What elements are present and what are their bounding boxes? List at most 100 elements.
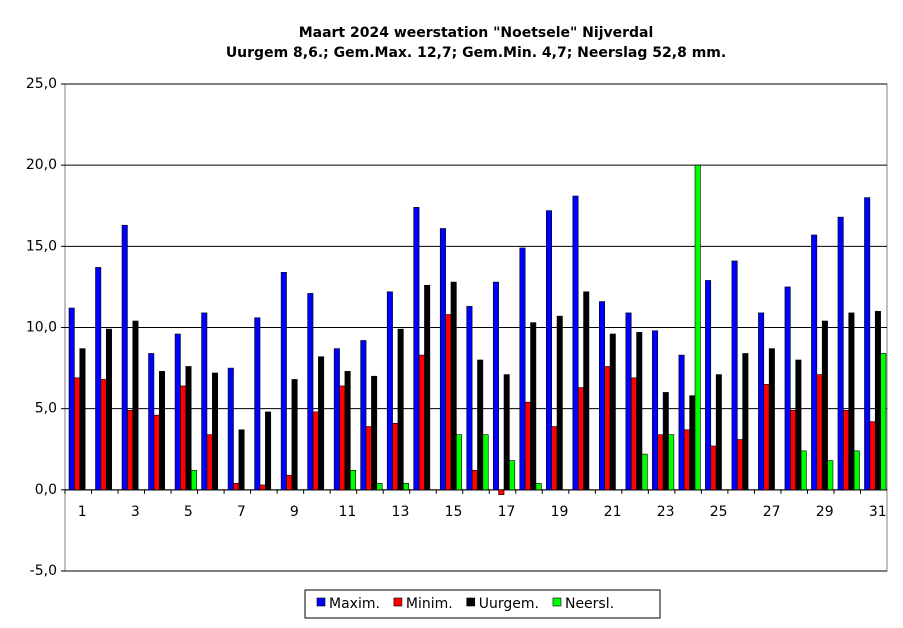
bar	[551, 426, 558, 491]
bar	[705, 280, 712, 491]
x-tick-label: 27	[763, 504, 781, 520]
bar	[148, 353, 155, 491]
bar	[159, 371, 165, 491]
bar	[265, 411, 272, 491]
bar	[259, 484, 266, 491]
bar	[254, 317, 261, 491]
bar	[174, 333, 181, 491]
bar	[524, 401, 531, 491]
bar	[238, 429, 245, 491]
bar	[180, 385, 187, 491]
bar	[763, 384, 770, 491]
bar	[333, 348, 340, 491]
bar	[227, 367, 234, 491]
bar	[599, 301, 606, 491]
bar	[641, 453, 648, 491]
bar	[715, 374, 722, 491]
bar	[68, 307, 75, 491]
bar	[790, 409, 796, 491]
bar	[403, 483, 410, 491]
bar	[445, 314, 452, 491]
bar	[609, 333, 616, 491]
bar	[800, 450, 807, 491]
legend-label: Neersl.	[565, 596, 614, 612]
bar	[190, 470, 197, 491]
x-tick-label: 19	[551, 504, 569, 520]
bar	[418, 354, 425, 491]
y-tick-label: 5,0	[35, 401, 57, 417]
x-tick-label: 31	[869, 504, 887, 520]
bar	[853, 450, 860, 491]
bar	[95, 267, 102, 491]
bar	[339, 385, 346, 491]
x-tick-label: 23	[657, 504, 675, 520]
bar	[668, 434, 675, 491]
bar	[185, 366, 192, 491]
y-tick-label: 20,0	[26, 157, 57, 173]
bar	[874, 310, 881, 491]
bar	[466, 306, 473, 491]
x-tick-label: 15	[445, 504, 463, 520]
bar	[286, 474, 293, 491]
bar	[657, 434, 664, 491]
bar	[201, 312, 208, 491]
bar	[583, 291, 590, 491]
bar	[758, 312, 765, 491]
bar	[768, 348, 775, 491]
bar	[132, 320, 139, 491]
x-tick-label: 25	[710, 504, 728, 520]
x-tick-label: 7	[237, 504, 246, 520]
bar	[869, 421, 876, 491]
legend-swatch	[316, 597, 326, 607]
bar	[233, 483, 240, 491]
bar	[694, 164, 701, 491]
y-tick-label: 15,0	[26, 238, 57, 254]
legend	[304, 589, 661, 619]
bar	[880, 353, 887, 491]
bar	[79, 348, 86, 491]
bar	[689, 395, 696, 491]
bar	[572, 195, 579, 491]
bar	[376, 483, 383, 491]
bar	[477, 359, 484, 491]
bar	[837, 216, 844, 491]
bar	[291, 379, 298, 491]
bar	[827, 460, 834, 491]
bar	[662, 392, 669, 491]
bar	[821, 320, 828, 491]
x-tick-label: 3	[131, 504, 140, 520]
bar	[864, 197, 871, 491]
bar	[450, 281, 457, 491]
bar	[397, 328, 404, 491]
x-tick-label: 11	[339, 504, 357, 520]
bar	[386, 291, 393, 491]
bar	[535, 483, 542, 491]
x-tick-label: 1	[78, 504, 87, 520]
legend-swatch	[393, 597, 403, 607]
legend-swatch	[552, 597, 562, 607]
bar	[652, 330, 659, 491]
bar	[683, 429, 690, 491]
bar	[811, 234, 818, 491]
bar	[503, 374, 510, 491]
bar	[843, 409, 850, 491]
bar	[492, 281, 499, 491]
bar	[121, 224, 128, 491]
x-tick-label: 9	[290, 504, 299, 520]
bar	[795, 359, 802, 491]
bar	[371, 375, 378, 491]
bar	[604, 366, 611, 491]
x-tick-label: 5	[184, 504, 193, 520]
bar	[74, 377, 81, 491]
bar	[344, 371, 351, 491]
bar	[153, 414, 160, 491]
bar	[630, 377, 637, 491]
bar	[212, 372, 219, 491]
bar	[127, 409, 134, 491]
bar	[318, 356, 325, 491]
y-tick-label: -5,0	[30, 563, 57, 579]
bar	[105, 328, 112, 491]
bar	[519, 247, 526, 491]
chart-subtitle: Uurgem 8,6.; Gem.Max. 12,7; Gem.Min. 4,7…	[226, 45, 726, 61]
legend-swatch	[466, 597, 476, 607]
